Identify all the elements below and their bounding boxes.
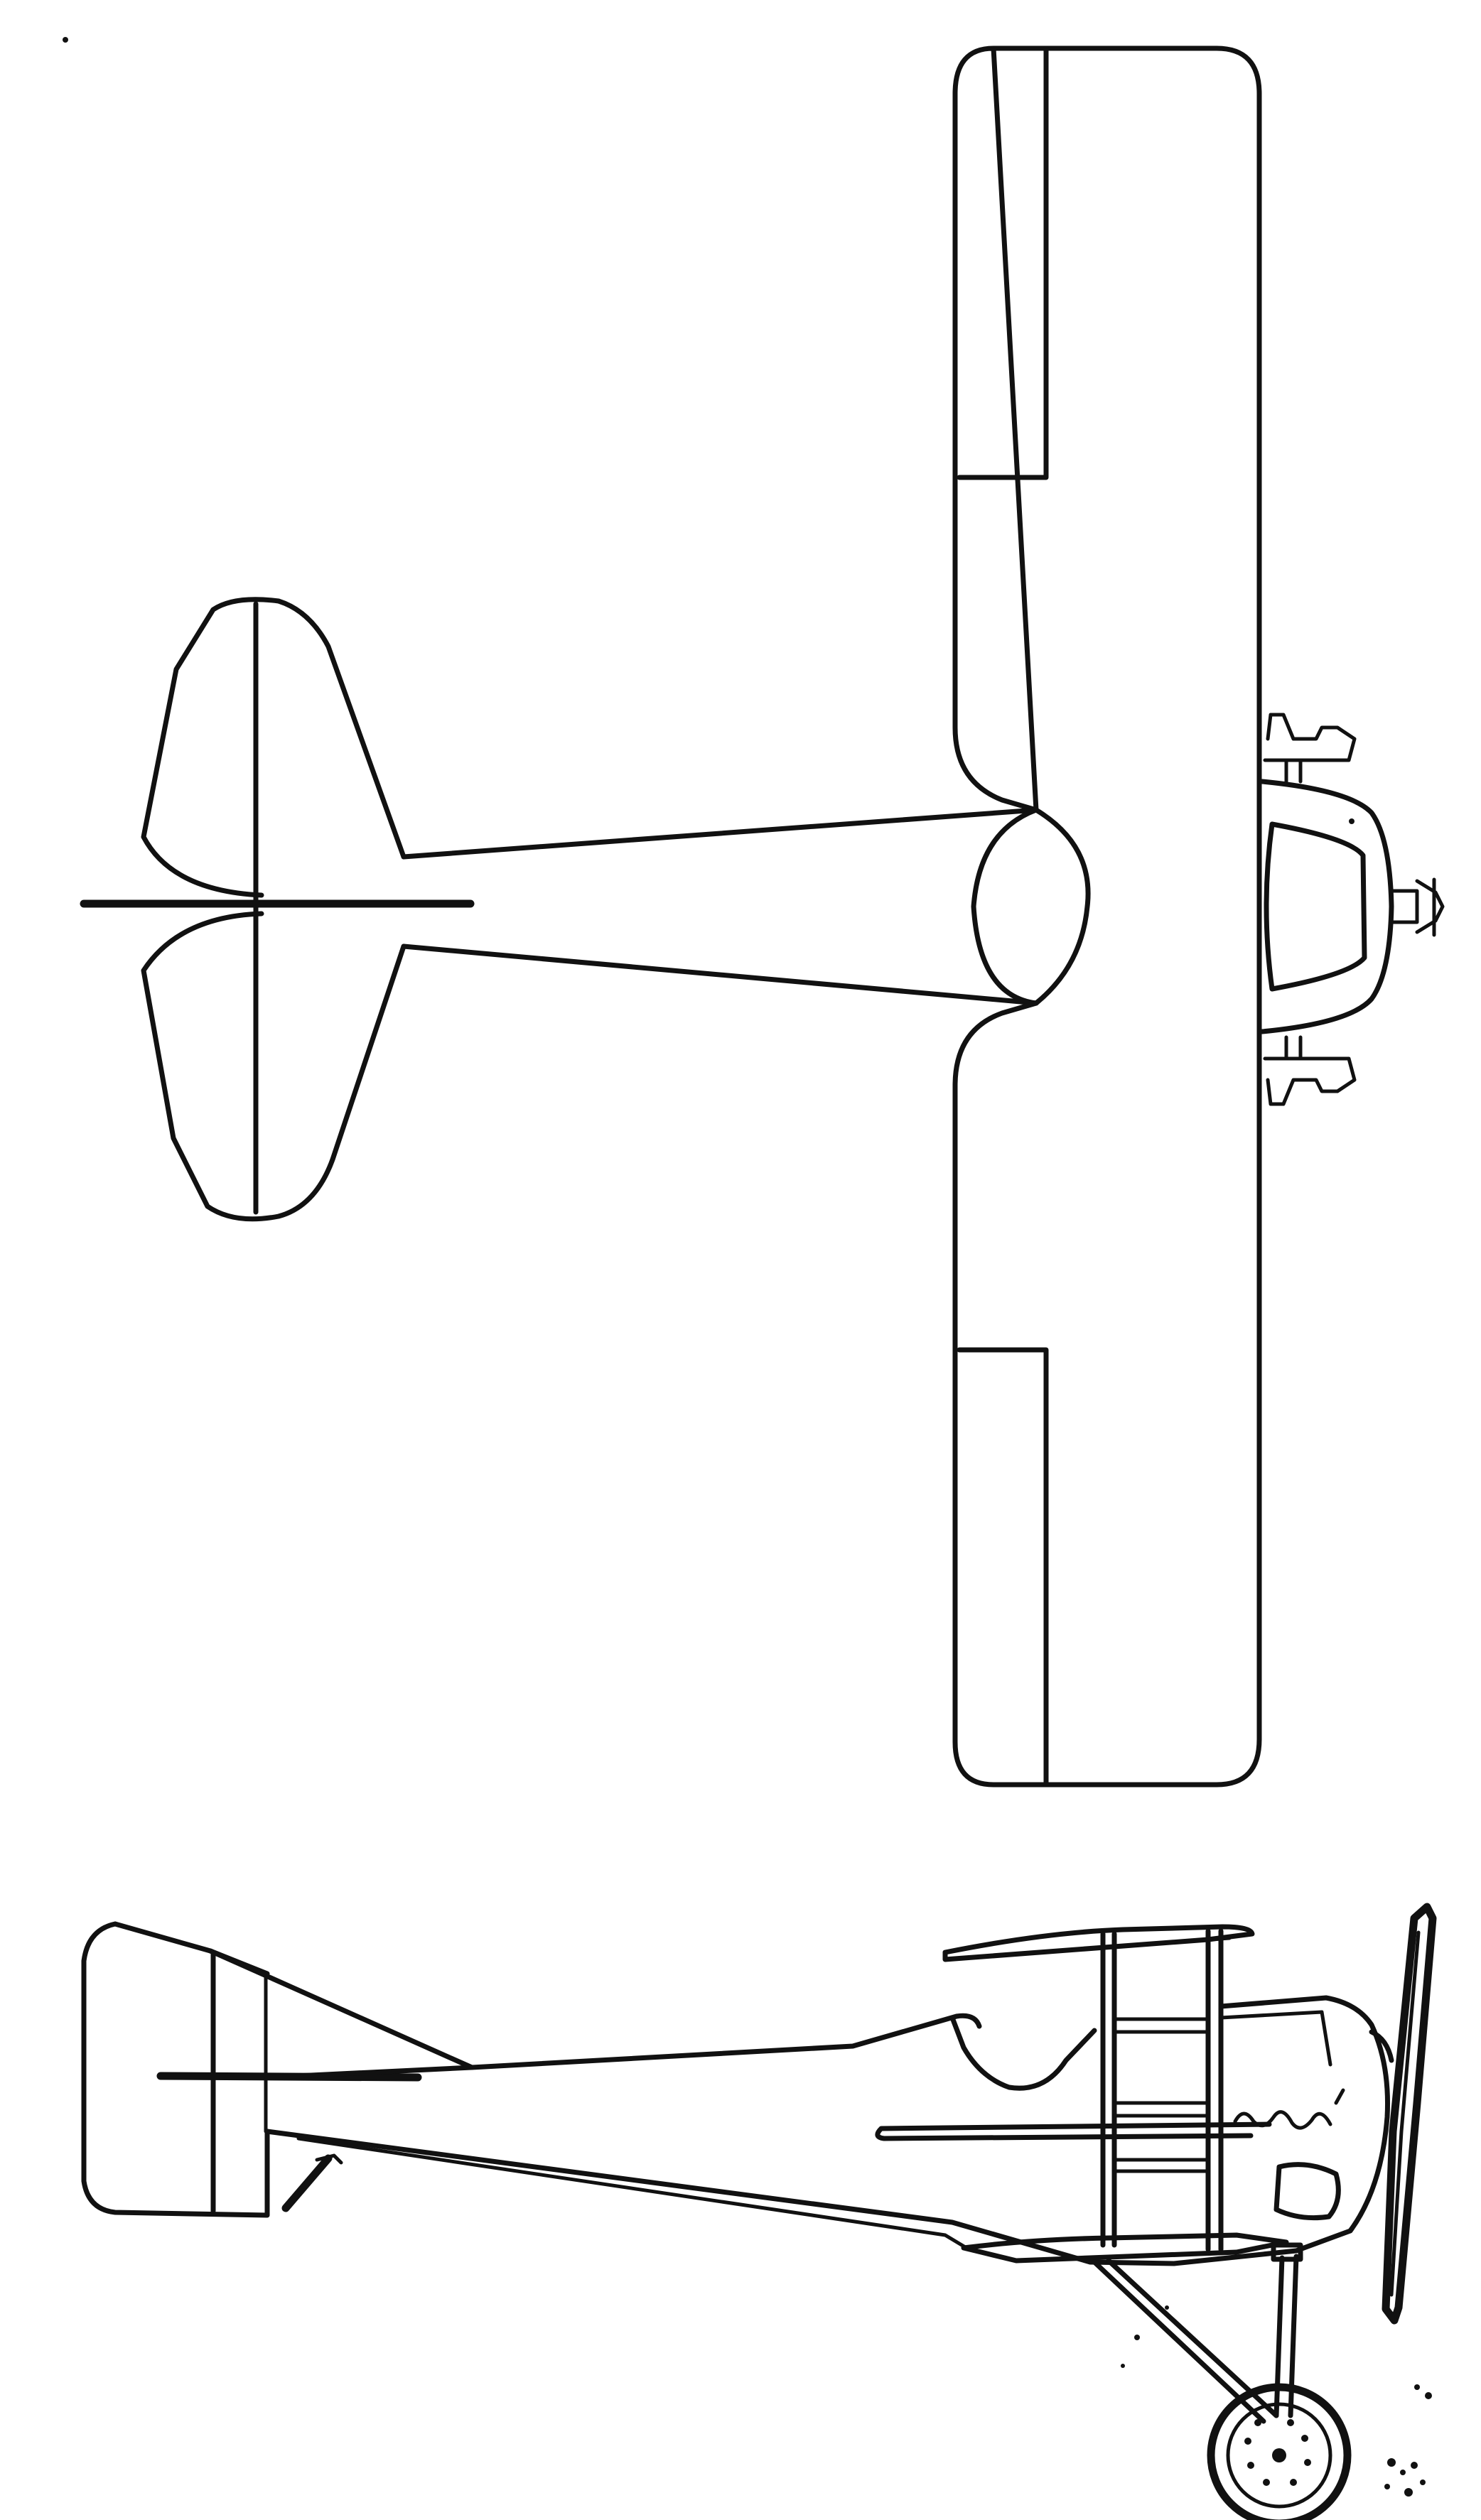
tailplane-outline <box>141 597 406 1222</box>
fuselage-top-edge <box>401 807 1039 860</box>
lower-wing <box>961 2232 1289 2264</box>
propeller-blade-edge <box>1389 1930 1421 2297</box>
cylinder-bank-top <box>1263 713 1357 784</box>
wing-outline <box>952 45 1262 1788</box>
fuselage-lower-line <box>264 2129 1299 2266</box>
exhaust-pipe <box>875 2121 1272 2141</box>
engine-cowling <box>1259 779 1394 1034</box>
undercarriage-struts <box>1092 2242 1303 2424</box>
ink-speck <box>1349 818 1355 824</box>
fin-leading-edge <box>208 1948 475 2070</box>
cowling-inner <box>1264 821 1367 992</box>
ground-specks <box>1121 2305 1432 2497</box>
interplane-struts <box>1100 1928 1224 2252</box>
cowling-script-marking <box>1233 2088 1345 2130</box>
tail-skid <box>281 2154 333 2212</box>
upper-wing <box>942 1924 1255 1962</box>
cockpit-cutout <box>949 2015 1097 2091</box>
side-elevation <box>81 1903 1437 2520</box>
propeller-blade <box>1382 1903 1437 2325</box>
aileron-bottom <box>957 1347 1049 1788</box>
aileron-top <box>957 45 1049 480</box>
propeller-spinner <box>1369 2029 1394 2063</box>
cowling-vent <box>1273 2162 1341 2221</box>
center-section <box>1112 2017 1210 2173</box>
fuselage-bottom-edge <box>401 943 1039 1006</box>
cowling-inner-side <box>1219 2010 1332 2067</box>
engine-cowling-side <box>1218 1995 1390 2254</box>
upper-wing-lower-edge <box>943 1936 1232 1962</box>
cockpit-opening <box>971 807 1091 1006</box>
fuselage-upper-line <box>264 2013 982 2080</box>
cylinder-bank-bottom <box>1263 1035 1357 1106</box>
ink-speck <box>63 37 68 43</box>
fin-rudder-outline <box>81 1921 270 2218</box>
main-wheel <box>1207 2383 1352 2520</box>
propeller-hub <box>1389 877 1445 937</box>
fuselage-belly-line <box>296 2136 969 2250</box>
tail-skid-shoe <box>315 2153 343 2165</box>
plan-view <box>63 37 1445 1788</box>
